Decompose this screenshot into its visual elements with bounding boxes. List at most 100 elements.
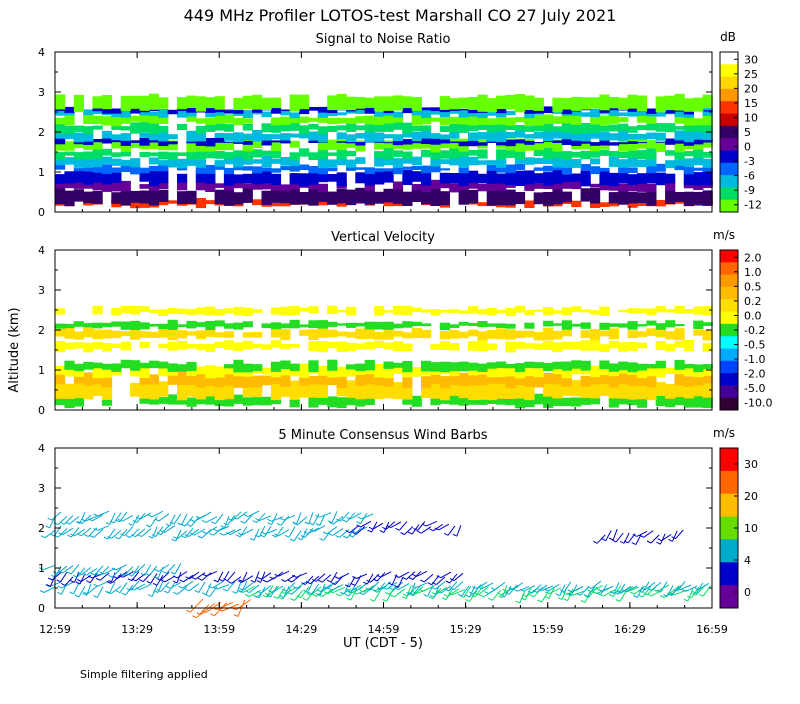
wind-barb-row-3 [206,570,218,577]
band-2-cell [683,376,694,387]
wind-barb-row-2 [226,581,236,592]
band-6-cell [252,149,263,158]
wind-barb-row-3 [231,576,242,584]
band-1-cell [430,188,441,206]
band-1-cell [195,380,206,400]
band-10-cell [608,124,619,132]
wind-barb-flag-row-2 [126,587,132,591]
band-1-cell [693,191,704,205]
wind-barb-row-2 [698,582,710,591]
band-4-cell [205,164,216,174]
band-4-cell [120,164,131,172]
band-4-cell [552,361,563,370]
band-10-cell [524,126,535,132]
colorbar-label: -2.0 [744,368,765,381]
band-14-cell [439,96,450,110]
wind-barb-flag-row-2 [616,590,622,594]
band-14-cell [618,97,629,110]
wind-barb-row-2 [651,582,662,591]
band-8-cell [636,308,648,314]
band-4-cell [571,360,582,369]
band-7-cell [693,320,704,329]
band-2-cell [468,179,479,189]
band-12-cell [618,112,629,117]
colorbar-label: 0 [744,141,751,154]
band-14-cell [674,93,685,111]
band-2-cell [571,181,582,190]
band-0-cell [674,394,685,406]
band-7-cell [411,139,422,149]
band-14-cell [270,97,282,109]
band-1-cell [223,190,235,206]
band-12-cell [458,109,469,118]
band-8-cell [346,142,357,144]
band-12-cell [148,111,160,116]
band-7-cell [674,324,685,327]
wind-barb-flag-row-2 [373,589,378,593]
band-11-cell [514,117,526,123]
wind-barb-flag-row-1 [382,598,387,602]
band-14-cell [177,97,188,109]
colorbar-swatch [720,64,738,78]
band-5-cell [477,160,488,165]
band-4-cell [289,363,300,372]
colorbar-swatch [720,262,738,276]
band-5-cell [317,341,328,353]
band-8-cell [571,306,582,312]
band-6-cell [167,328,178,341]
band-10-cell [590,124,601,133]
band-1-cell [139,190,150,204]
band-14-cell [139,95,150,111]
band-7-cell [543,320,554,327]
band-10-cell [392,122,404,130]
wind-barb-row-8 [224,515,230,528]
band-8-cell [280,138,291,144]
band-8-cell [270,307,282,315]
band-3-cell [139,169,150,182]
band-8-cell [411,307,422,312]
band-6-cell [205,329,216,337]
band-5-cell [289,344,300,348]
band-5-cell [83,158,94,168]
band-3-cell [317,365,328,376]
band-2-cell [449,183,460,193]
band-13-cell [111,108,122,114]
wind-barb-row-7 [643,530,654,538]
band-11-cell [289,113,300,124]
wind-barb-flag-row-2 [597,588,602,592]
band-2-cell [402,372,413,389]
wind-barb-row-3 [217,571,224,583]
wind-barb-row-3 [79,573,86,585]
wind-barb-row-5 [71,527,80,538]
wind-barb-flag-row-3 [376,574,381,578]
band-2-cell [73,373,84,384]
wind-barb-flag-row-6 [400,532,405,535]
band-6-cell [55,328,66,337]
wind-barb-row-1 [590,585,604,592]
band-5-cell [355,157,366,164]
wind-barb-flag-row-3 [334,576,339,579]
band-14-cell [289,94,300,112]
band-2-cell [665,182,676,191]
band-0-cell [627,396,638,406]
wind-barb-flag-row-3 [449,578,455,582]
wind-barb-row-3 [406,571,416,580]
wind-barb-row-6 [433,523,444,532]
wind-barb-row-2 [349,584,362,592]
wind-barb-flag-row-2 [256,590,262,594]
band-4-cell [552,166,563,171]
wind-barb-row-3 [309,575,320,585]
wind-barb-row-8 [113,512,122,524]
wind-barb-row-2 [559,584,566,596]
wind-barb-row-8 [68,516,80,525]
wind-barb-flag-row-3 [191,576,196,580]
band-3-cell [702,169,713,186]
wind-barb-flag-row-3 [408,577,414,580]
band-5-cell [693,157,704,166]
band-5-cell [514,157,526,164]
band-4-cell [514,163,526,170]
band-0-cell [683,394,694,408]
wind-barb-flag-row-3 [366,579,371,583]
band-4-cell [533,167,544,171]
band-8-cell [167,308,178,314]
